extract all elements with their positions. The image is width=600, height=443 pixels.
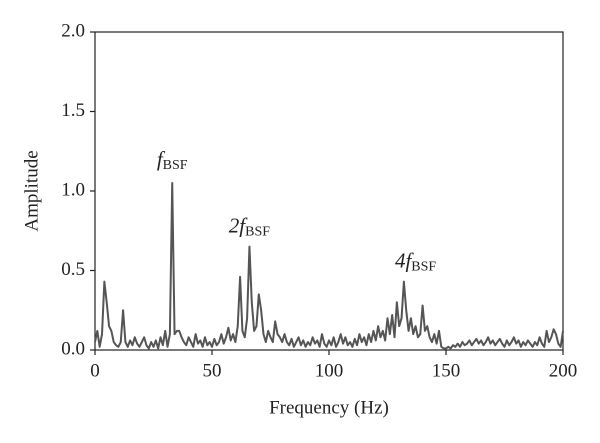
annotation: fBSF <box>157 147 188 173</box>
plot-frame <box>94 31 564 351</box>
annotation-subscript: BSF <box>411 260 436 275</box>
y-tick-label: 1.0 <box>61 179 85 200</box>
x-tick-label: 100 <box>315 360 344 381</box>
annotation-text: 4f <box>395 248 415 272</box>
x-tick-label: 0 <box>90 360 100 381</box>
y-tick-label: 1.5 <box>61 100 85 121</box>
spectrum-line <box>94 182 564 350</box>
annotation: 2fBSF <box>229 213 270 239</box>
y-tick-label: 2.0 <box>61 20 85 41</box>
annotation-subscript: BSF <box>245 225 270 240</box>
x-tick-label: 50 <box>203 360 222 381</box>
y-axis-label: Amplitude <box>21 150 42 231</box>
x-axis-label: Frequency (Hz) <box>269 397 389 418</box>
annotation-text: f <box>157 147 166 171</box>
y-tick-label: 0.0 <box>61 338 85 359</box>
annotation-subscript: BSF <box>163 158 188 173</box>
y-tick-label: 0.5 <box>61 259 85 280</box>
x-tick-label: 150 <box>432 360 461 381</box>
x-tick-label: 200 <box>549 360 578 381</box>
annotation-text: 2f <box>229 213 249 237</box>
annotation: 4fBSF <box>395 248 436 274</box>
